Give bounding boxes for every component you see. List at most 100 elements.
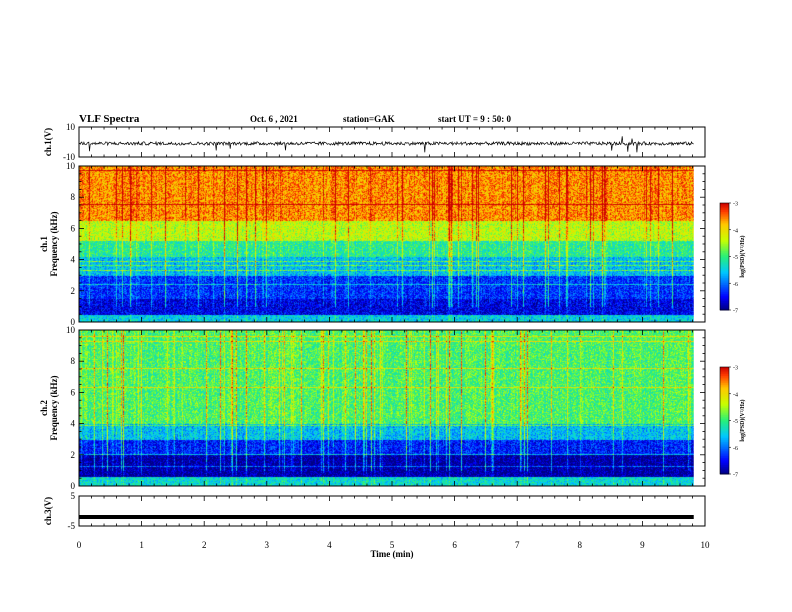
colorbar-tick-label: -6 xyxy=(733,282,738,288)
colorbar-swatch xyxy=(720,441,729,445)
y-tick-label: 0 xyxy=(71,317,76,327)
colorbar-swatch xyxy=(720,425,729,429)
colorbar-swatch xyxy=(720,227,729,231)
colorbar-swatch xyxy=(720,393,729,397)
date-label: Oct. 6 , 2021 xyxy=(250,114,298,124)
colorbar-swatch xyxy=(720,391,729,395)
colorbar-swatch xyxy=(720,301,729,304)
colorbar-swatch xyxy=(720,452,729,455)
colorbar-swatch xyxy=(720,299,729,302)
y-tick-label: -5 xyxy=(68,521,76,531)
y-tick-label: -10 xyxy=(63,152,75,162)
colorbar-tick-label: -3 xyxy=(733,202,738,208)
colorbar-swatch xyxy=(720,404,729,407)
no-data-region xyxy=(693,330,705,486)
y-tick-label: 10 xyxy=(66,161,76,171)
colorbar-swatch xyxy=(720,434,729,438)
station-label: station=GAK xyxy=(343,114,395,124)
y-axis-label-frequency: Frequency (kHz) xyxy=(49,375,59,440)
colorbar-swatch xyxy=(720,270,729,274)
y-tick-label: 8 xyxy=(71,356,76,366)
x-tick-label: 10 xyxy=(701,540,711,550)
colorbar-swatch xyxy=(720,383,729,386)
colorbar-swatch xyxy=(720,457,729,461)
y-tick-label: 10 xyxy=(66,325,76,335)
y-tick-label: 10 xyxy=(66,122,76,132)
colorbar-swatch xyxy=(720,465,729,468)
colorbar-swatch xyxy=(720,470,729,473)
colorbar-swatch xyxy=(720,267,729,270)
colorbar-swatch xyxy=(720,265,729,268)
colorbar-swatch xyxy=(720,384,729,388)
colorbar-swatch xyxy=(720,406,729,409)
colorbar-swatch xyxy=(720,422,729,425)
colorbar-tick-label: -5 xyxy=(733,255,738,261)
colorbar-swatch xyxy=(720,210,729,213)
start-time-label: start UT = 9 : 50: 0 xyxy=(438,114,511,124)
colorbar-swatch xyxy=(720,374,729,377)
colorbar-swatch xyxy=(720,203,729,206)
colorbar-swatch xyxy=(720,244,729,247)
colorbar-swatch xyxy=(720,459,729,463)
colorbar-swatch xyxy=(720,276,729,279)
colorbar-swatch xyxy=(720,308,729,311)
colorbar-swatch xyxy=(720,286,729,290)
colorbar-swatch xyxy=(720,220,729,224)
colorbar-swatch xyxy=(720,472,729,475)
colorbar-swatch xyxy=(720,206,729,209)
y-tick-label: 2 xyxy=(71,286,76,296)
colorbar-swatch xyxy=(720,436,729,439)
colorbar-tick-label: -4 xyxy=(733,228,738,234)
x-tick-label: 9 xyxy=(640,540,645,550)
y-tick-label: 2 xyxy=(71,450,76,460)
colorbar-swatch xyxy=(720,372,729,375)
colorbar-swatch xyxy=(720,274,729,277)
colorbar-swatch xyxy=(720,281,729,284)
y-tick-label: 0 xyxy=(71,481,76,491)
colorbar-swatch xyxy=(720,252,729,256)
colorbar-swatch xyxy=(720,449,729,452)
colorbar-swatch xyxy=(720,217,729,220)
colorbar-swatch xyxy=(720,438,729,441)
x-tick-label: 7 xyxy=(515,540,520,550)
x-tick-label: 5 xyxy=(390,540,395,550)
y-axis-label: ch.1(V) xyxy=(43,128,53,156)
y-tick-label: 6 xyxy=(71,223,76,233)
colorbar-swatch xyxy=(720,215,729,218)
colorbar-swatch xyxy=(720,297,729,300)
colorbar-swatch xyxy=(720,233,729,236)
colorbar-swatch xyxy=(720,424,729,427)
x-tick-label: 8 xyxy=(578,540,583,550)
x-tick-label: 3 xyxy=(265,540,270,550)
y-axis-label: ch.3(V) xyxy=(43,497,53,525)
colorbar-label: log(PSD)(V²/Hz) xyxy=(739,399,746,441)
colorbar-swatch xyxy=(720,277,729,281)
colorbar-swatch xyxy=(720,245,729,249)
colorbar-swatch xyxy=(720,447,729,450)
y-tick-label: 8 xyxy=(71,192,76,202)
colorbar-swatch xyxy=(720,456,729,459)
colorbar-swatch xyxy=(720,211,729,215)
colorbar-swatch xyxy=(720,219,729,222)
colorbar-swatch xyxy=(720,238,729,241)
no-data-region xyxy=(693,166,705,322)
colorbar-swatch xyxy=(720,247,729,250)
colorbar-swatch xyxy=(720,416,729,420)
colorbar-swatch xyxy=(720,413,729,416)
x-tick-label: 0 xyxy=(77,540,82,550)
colorbar-swatch xyxy=(720,268,729,272)
colorbar-swatch xyxy=(720,388,729,391)
colorbar-swatch xyxy=(720,397,729,400)
colorbar-tick-label: -4 xyxy=(733,392,738,398)
colorbar-swatch xyxy=(720,432,729,436)
colorbar-tick-label: -3 xyxy=(733,366,738,372)
x-tick-label: 2 xyxy=(202,540,207,550)
colorbar-swatch xyxy=(720,377,729,380)
spectrogram-image-ch1 xyxy=(79,166,694,322)
colorbar-swatch xyxy=(720,260,729,263)
colorbar-swatch xyxy=(720,283,729,286)
x-tick-label: 1 xyxy=(139,540,144,550)
colorbar-swatch xyxy=(720,295,729,299)
colorbar-swatch xyxy=(720,395,729,398)
